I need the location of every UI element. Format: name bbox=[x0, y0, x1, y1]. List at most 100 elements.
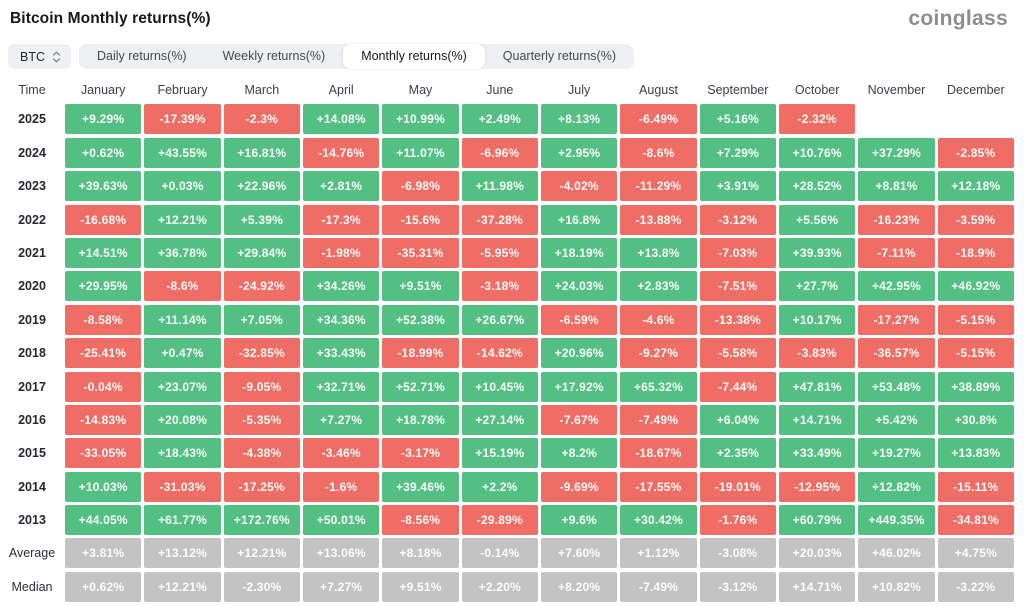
cell-median-october: +14.71% bbox=[779, 571, 856, 602]
cell-2014-august: -17.55% bbox=[620, 471, 697, 502]
cell-median-december: -3.22% bbox=[937, 571, 1014, 602]
cell-2015-april: -3.46% bbox=[303, 438, 380, 469]
tab-monthly-returns[interactable]: Monthly returns(%) bbox=[343, 44, 485, 69]
cell-median-november: +10.82% bbox=[858, 571, 935, 602]
cell-2015-february: +18.43% bbox=[144, 438, 221, 469]
cell-2021-july: +18.19% bbox=[541, 237, 618, 268]
cell-2024-february: +43.55% bbox=[144, 137, 221, 168]
cell-2015-may: -3.17% bbox=[382, 438, 459, 469]
cell-2015-september: +2.35% bbox=[699, 438, 776, 469]
cell-median-april: +7.27% bbox=[303, 571, 380, 602]
row-label-2016: 2016 bbox=[18, 412, 46, 427]
cell-2016-june: +27.14% bbox=[461, 404, 538, 435]
cell-2025-december bbox=[938, 104, 1014, 134]
cell-2020-february: -8.6% bbox=[144, 271, 221, 302]
symbol-selector[interactable]: BTC bbox=[8, 44, 71, 69]
cell-2019-december: -5.15% bbox=[937, 304, 1014, 335]
cell-2013-november: +449.35% bbox=[858, 505, 935, 536]
cell-2014-september: -19.01% bbox=[699, 471, 776, 502]
cell-2025-march: -2.3% bbox=[223, 104, 300, 135]
cell-2022-october: +5.56% bbox=[779, 204, 856, 235]
cell-2016-april: +7.27% bbox=[303, 404, 380, 435]
cell-2023-february: +0.03% bbox=[144, 171, 221, 202]
cell-2025-september: +5.16% bbox=[699, 104, 776, 135]
row-label-2024: 2024 bbox=[18, 145, 46, 160]
column-header-august: August bbox=[639, 83, 678, 97]
monthly-returns-table: Time January February March April May June July… bbox=[2, 79, 1014, 602]
column-header-september: September bbox=[707, 83, 769, 97]
returns-tab-group: Daily returns(%) Weekly returns(%) Monthly… bbox=[79, 44, 635, 69]
cell-2022-january: -16.68% bbox=[65, 204, 142, 235]
cell-2017-june: +10.45% bbox=[461, 371, 538, 402]
cell-2019-april: +34.36% bbox=[303, 304, 380, 335]
cell-2019-august: -4.6% bbox=[620, 304, 697, 335]
cell-2022-february: +12.21% bbox=[144, 204, 221, 235]
cell-2016-july: -7.67% bbox=[541, 404, 618, 435]
cell-2021-september: -7.03% bbox=[699, 237, 776, 268]
cell-2021-november: -7.11% bbox=[858, 237, 935, 268]
cell-2014-november: +12.82% bbox=[858, 471, 935, 502]
cell-2021-december: -18.9% bbox=[937, 237, 1014, 268]
cell-2017-november: +53.48% bbox=[858, 371, 935, 402]
cell-2020-april: +34.26% bbox=[303, 271, 380, 302]
cell-2013-september: -1.76% bbox=[699, 505, 776, 536]
cell-2017-january: -0.04% bbox=[65, 371, 142, 402]
cell-2016-february: +20.08% bbox=[144, 404, 221, 435]
cell-2019-june: +26.67% bbox=[461, 304, 538, 335]
cell-2024-january: +0.62% bbox=[65, 137, 142, 168]
cell-average-june: -0.14% bbox=[461, 538, 538, 569]
cell-2019-may: +52.38% bbox=[382, 304, 459, 335]
cell-2022-may: -15.6% bbox=[382, 204, 459, 235]
column-header-april: April bbox=[328, 83, 354, 97]
cell-2019-november: -17.27% bbox=[858, 304, 935, 335]
tab-quarterly-returns[interactable]: Quarterly returns(%) bbox=[502, 49, 617, 63]
row-label-2025: 2025 bbox=[18, 112, 46, 127]
cell-average-august: +1.12% bbox=[620, 538, 697, 569]
cell-2022-june: -37.28% bbox=[461, 204, 538, 235]
row-label-2022: 2022 bbox=[18, 212, 46, 227]
cell-2024-june: -6.96% bbox=[461, 137, 538, 168]
topbar: Bitcoin Monthly returns(%) coinglass bbox=[0, 0, 1024, 31]
column-header-january: January bbox=[80, 83, 126, 97]
cell-2013-december: -34.81% bbox=[937, 505, 1014, 536]
sort-arrows-icon bbox=[52, 50, 61, 63]
cell-2014-october: -12.95% bbox=[779, 471, 856, 502]
cell-2018-february: +0.47% bbox=[144, 338, 221, 369]
tab-weekly-returns[interactable]: Weekly returns(%) bbox=[222, 49, 326, 63]
cell-2024-july: +2.95% bbox=[541, 137, 618, 168]
cell-2013-may: -8.56% bbox=[382, 505, 459, 536]
cell-2023-march: +22.96% bbox=[223, 171, 300, 202]
row-label-2023: 2023 bbox=[18, 179, 46, 194]
cell-2018-april: +33.43% bbox=[303, 338, 380, 369]
cell-median-january: +0.62% bbox=[65, 571, 142, 602]
cell-2015-july: +8.2% bbox=[541, 438, 618, 469]
cell-2025-january: +9.29% bbox=[65, 104, 142, 135]
row-label-2021: 2021 bbox=[18, 245, 46, 260]
cell-average-january: +3.81% bbox=[65, 538, 142, 569]
cell-2020-november: +42.95% bbox=[858, 271, 935, 302]
cell-2020-september: -7.51% bbox=[699, 271, 776, 302]
cell-2013-march: +172.76% bbox=[223, 505, 300, 536]
cell-2023-april: +2.81% bbox=[303, 171, 380, 202]
tab-daily-returns[interactable]: Daily returns(%) bbox=[97, 49, 187, 63]
cell-2020-march: -24.92% bbox=[223, 271, 300, 302]
cell-average-october: +20.03% bbox=[779, 538, 856, 569]
row-label-2015: 2015 bbox=[18, 446, 46, 461]
column-header-february: February bbox=[157, 83, 208, 97]
cell-2025-august: -6.49% bbox=[620, 104, 697, 135]
cell-2013-january: +44.05% bbox=[65, 505, 142, 536]
cell-2024-april: -14.76% bbox=[303, 137, 380, 168]
cell-2014-december: -15.11% bbox=[937, 471, 1014, 502]
cell-2021-april: -1.98% bbox=[303, 237, 380, 268]
cell-2013-april: +50.01% bbox=[303, 505, 380, 536]
cell-2018-october: -3.83% bbox=[779, 338, 856, 369]
cell-2021-march: +29.84% bbox=[223, 237, 300, 268]
cell-2020-january: +29.95% bbox=[65, 271, 142, 302]
cell-2023-january: +39.63% bbox=[65, 171, 142, 202]
cell-2022-july: +16.8% bbox=[541, 204, 618, 235]
cell-2017-march: -9.05% bbox=[223, 371, 300, 402]
cell-median-august: -7.49% bbox=[620, 571, 697, 602]
column-header-july: July bbox=[568, 83, 591, 97]
cell-2015-june: +15.19% bbox=[461, 438, 538, 469]
cell-2020-june: -3.18% bbox=[461, 271, 538, 302]
